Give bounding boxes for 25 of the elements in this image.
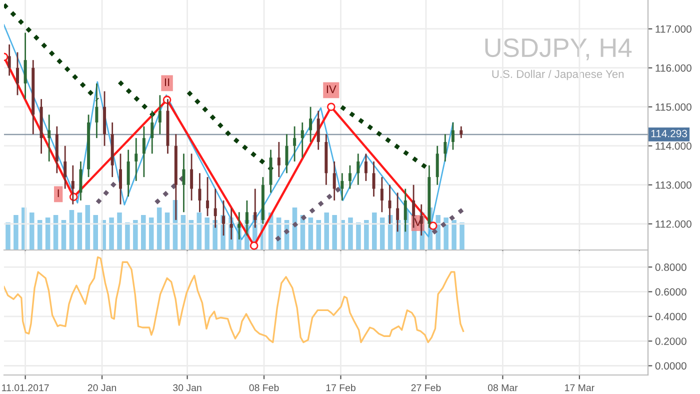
x-tick-label: 17 Mar [565, 384, 594, 392]
x-tick-label: 08 Mar [488, 384, 518, 392]
y-tick-label: 0.4000 [655, 312, 686, 320]
y-tick-label: 0.0000 [655, 362, 686, 370]
ref-line-label: 114.293 [651, 130, 688, 138]
x-tick-label: 17 Feb [326, 384, 356, 392]
y-tick-label: 0.8000 [655, 264, 686, 271]
y-tick-label: 115.000 [656, 103, 692, 111]
y-tick-label: 0.6000 [655, 288, 686, 296]
x-tick-label: 11.01.2017 [2, 384, 49, 392]
y-tick-label: 114.000 [656, 142, 692, 150]
y-tick-label: 113.000 [656, 181, 692, 189]
y-tick-label: 0.2000 [655, 338, 686, 345]
annotation: I [58, 189, 59, 198]
x-tick-label: 30 Jan [173, 384, 202, 392]
y-tick-label: 117.000 [656, 25, 692, 33]
text: USDJPY, H4 [485, 38, 632, 60]
y-tick-label: 112.000 [656, 220, 692, 228]
x-tick-label: 27 Feb [411, 384, 441, 392]
y-tick-label: 116.000 [656, 64, 692, 72]
annotation: II [164, 78, 170, 86]
x-tick-label: 20 Jan [88, 384, 116, 392]
text: U.S. Dollar / Japanese Yen [492, 70, 624, 80]
x-tick-label: 08 Feb [249, 384, 279, 392]
annotation: IV [326, 85, 336, 94]
